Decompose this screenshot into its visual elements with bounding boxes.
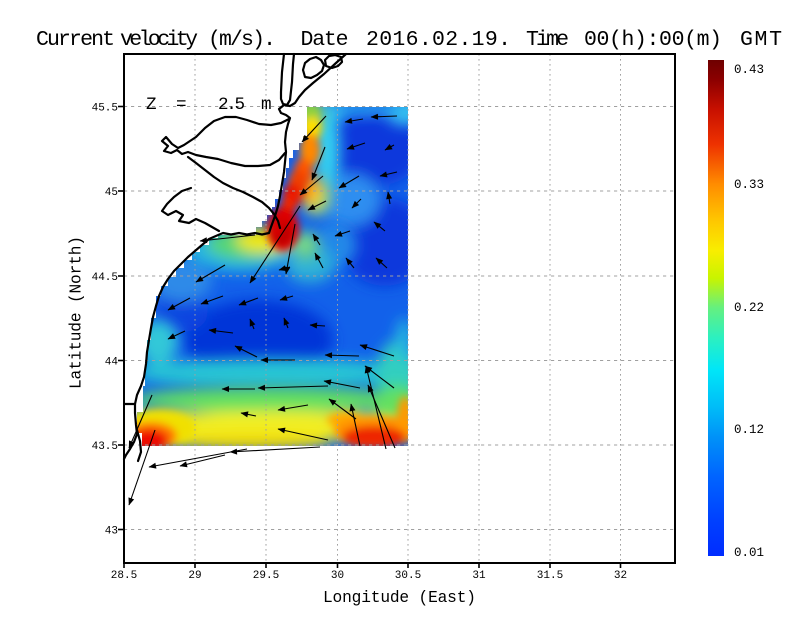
svg-text:0.12: 0.12 <box>734 423 764 437</box>
svg-text:0.33: 0.33 <box>734 178 764 192</box>
svg-text:2.5: 2.5 <box>218 95 245 115</box>
svg-text:Current: Current <box>36 28 115 52</box>
svg-text:29.5: 29.5 <box>253 570 279 582</box>
svg-text:28.5: 28.5 <box>111 570 137 582</box>
svg-text:31.5: 31.5 <box>537 570 563 582</box>
svg-text:GMT: GMT <box>740 28 782 52</box>
svg-text:0.01: 0.01 <box>734 546 764 560</box>
svg-text:30: 30 <box>331 570 344 582</box>
svg-text:(m/s).: (m/s). <box>208 28 276 52</box>
svg-text:velocity: velocity <box>120 28 198 52</box>
svg-text:0.22: 0.22 <box>734 301 764 315</box>
svg-text:Date: Date <box>301 28 349 52</box>
svg-text:Z: Z <box>146 95 157 115</box>
svg-text:45: 45 <box>105 187 118 199</box>
svg-text:43.5: 43.5 <box>92 441 118 453</box>
svg-text:Time: Time <box>526 28 569 52</box>
svg-text:30.5: 30.5 <box>395 570 421 582</box>
svg-text:m: m <box>261 95 272 115</box>
svg-text:43: 43 <box>105 526 118 538</box>
svg-text:Longitude (East): Longitude (East) <box>323 589 476 607</box>
svg-text:31: 31 <box>472 570 486 582</box>
svg-text:=: = <box>176 95 187 115</box>
svg-text:2016.02.19.: 2016.02.19. <box>366 28 511 52</box>
svg-text:44.5: 44.5 <box>92 272 118 284</box>
svg-text:Latitude (North): Latitude (North) <box>68 236 86 389</box>
svg-text:32: 32 <box>614 570 627 582</box>
svg-text:45.5: 45.5 <box>92 103 118 115</box>
svg-text:29: 29 <box>188 570 201 582</box>
svg-text:44: 44 <box>105 357 119 369</box>
svg-text:00(h):00(m): 00(h):00(m) <box>584 28 722 52</box>
svg-text:0.43: 0.43 <box>734 63 764 77</box>
